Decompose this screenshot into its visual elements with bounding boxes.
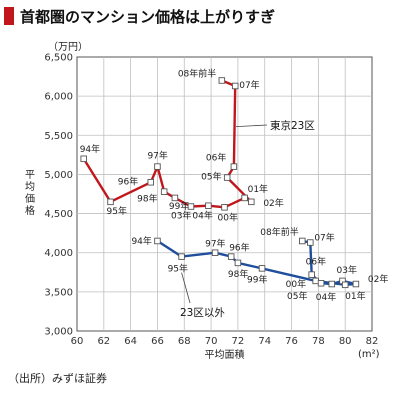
data-point-label: 00年 — [218, 211, 238, 223]
y-tick-label: 3,000 — [44, 327, 73, 338]
data-point — [227, 253, 235, 260]
data-point-label: 07年 — [314, 232, 334, 244]
data-point — [317, 279, 325, 287]
data-point — [154, 163, 161, 170]
x-axis-title: 平均面積 — [205, 348, 245, 361]
data-point-label: 07年 — [239, 79, 259, 91]
data-point — [178, 253, 185, 260]
data-point-label: 97年 — [147, 150, 167, 162]
data-point-label: 03年 — [171, 210, 191, 222]
x-tick-label: 62 — [97, 336, 110, 347]
data-point — [231, 82, 239, 90]
data-point-label: 05年 — [287, 290, 307, 302]
data-point — [211, 249, 219, 256]
data-point — [241, 194, 248, 202]
y-tick-label: 3,500 — [44, 287, 73, 298]
x-tick-label: 78 — [312, 336, 325, 347]
data-point — [160, 188, 168, 195]
data-point-label: 04年 — [316, 291, 336, 303]
x-axis-unit: (m²) — [358, 349, 380, 360]
data-point — [187, 203, 195, 210]
data-point-label: 02年 — [368, 273, 388, 285]
data-point-label: 95年 — [107, 205, 127, 217]
data-point — [218, 77, 226, 84]
x-tick-label: 82 — [366, 336, 379, 347]
series-label-tokyo-23ku: 東京23区 — [270, 119, 315, 132]
data-point — [234, 259, 242, 267]
data-point — [80, 155, 87, 163]
data-point-label: 03年 — [337, 264, 357, 276]
x-tick-label: 70 — [205, 336, 218, 347]
y-tick-label: 5,500 — [44, 131, 73, 142]
y-axis-title: 平均価格 — [25, 170, 35, 217]
data-point-label: 04年 — [192, 210, 212, 222]
y-tick-label: 5,000 — [44, 170, 73, 181]
x-tick-label: 76 — [285, 336, 298, 347]
data-point-label: 97年 — [205, 238, 225, 250]
data-point — [328, 280, 336, 288]
x-tick-label: 72 — [232, 336, 245, 347]
y-tick-label: 4,500 — [44, 209, 73, 220]
y-tick-label: 6,000 — [44, 92, 73, 103]
x-tick-label: 74 — [258, 336, 271, 347]
data-point-label: 02年 — [263, 197, 283, 209]
chart-title: 首都圏のマンション価格は上がりすぎ — [20, 7, 276, 26]
plot-area — [76, 56, 373, 332]
data-point-label: 01年 — [248, 183, 268, 195]
title-bar: 首都圏のマンション価格は上がりすぎ — [4, 4, 396, 28]
y-tick-label: 4,000 — [44, 248, 73, 259]
x-tick-label: 66 — [151, 336, 164, 347]
data-point-label: 95年 — [168, 263, 188, 275]
series-leader-line — [181, 272, 191, 304]
title-marker — [4, 7, 14, 25]
x-tick-label: 60 — [71, 336, 84, 347]
data-point-label: 01年 — [345, 290, 365, 302]
data-point — [107, 198, 114, 206]
data-point-label: 05年 — [201, 171, 221, 183]
data-point-label: 94年 — [80, 143, 100, 155]
data-point — [171, 194, 179, 202]
x-tick-label: 68 — [178, 336, 191, 347]
data-point — [312, 277, 319, 285]
data-point-label: 06年 — [206, 152, 226, 164]
data-point — [258, 265, 266, 272]
data-point-label: 99年 — [169, 200, 189, 212]
data-point — [299, 237, 306, 245]
data-point — [221, 204, 228, 211]
data-point-label: 98年 — [137, 193, 157, 205]
data-point-label: 08年前半 — [178, 67, 216, 79]
data-point — [230, 163, 238, 170]
data-point — [205, 202, 212, 209]
data-point-label: 08年前半 — [260, 226, 298, 238]
data-point — [307, 239, 314, 246]
y-axis-unit: （万円） — [48, 41, 88, 53]
data-point — [147, 179, 154, 186]
data-point-label: 94年 — [131, 235, 151, 247]
x-tick-label: 64 — [124, 336, 137, 347]
data-point-label: 96年 — [118, 175, 138, 187]
data-point — [154, 237, 161, 245]
data-point — [248, 198, 255, 206]
data-point-label: 98年 — [228, 268, 248, 280]
data-point — [341, 281, 349, 289]
y-tick-label: 6,500 — [44, 53, 73, 64]
data-point — [352, 280, 360, 288]
data-point-label: 99年 — [247, 273, 267, 285]
data-point-label: 96年 — [229, 242, 249, 254]
series-label-outside-23ku: 23区以外 — [180, 307, 225, 319]
data-point — [308, 271, 315, 278]
x-tick-label: 80 — [339, 336, 352, 347]
data-point-label: 00年 — [286, 278, 306, 290]
series-leader-line — [235, 124, 268, 127]
data-point-label: 06年 — [306, 256, 326, 268]
source-note: （出所）みずほ証券 — [8, 372, 107, 385]
data-point — [223, 174, 231, 181]
